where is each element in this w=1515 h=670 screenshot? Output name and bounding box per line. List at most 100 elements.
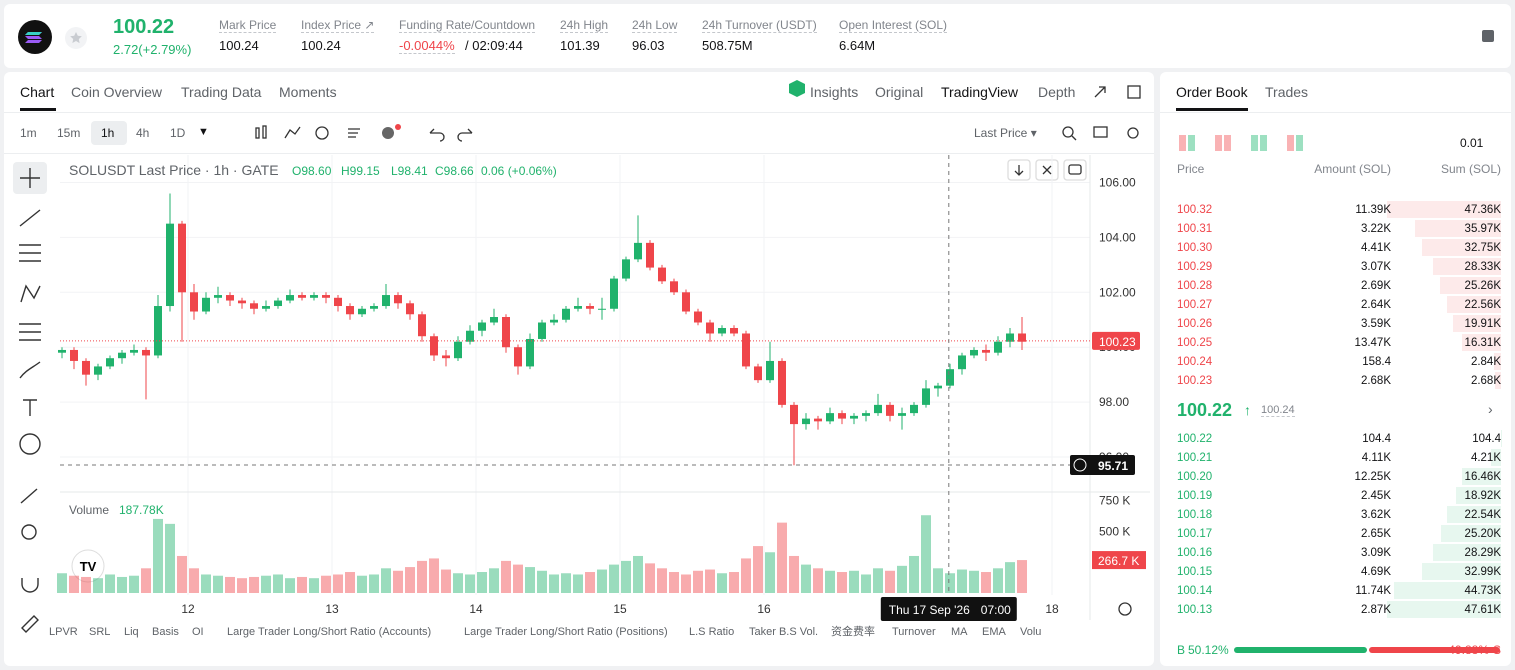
ob-amount: 3.59K bbox=[1360, 318, 1391, 330]
volume-bar bbox=[369, 574, 379, 593]
header: 100.22 2.72(+2.79%) Mark Price 100.24 Inde… bbox=[4, 4, 1511, 68]
volume-bar bbox=[897, 565, 907, 593]
ob-price: 100.21 bbox=[1177, 452, 1213, 464]
volume-bar bbox=[297, 576, 307, 593]
ob-price: 100.31 bbox=[1177, 223, 1213, 235]
candle-body bbox=[58, 349, 66, 353]
favorite-star[interactable] bbox=[64, 26, 88, 50]
depth-bar bbox=[1453, 315, 1501, 332]
indicator-tab: Turnover bbox=[892, 626, 936, 638]
candle-body bbox=[934, 385, 942, 389]
ob-tab[interactable]: Trades bbox=[1265, 84, 1309, 100]
ob-sum: 32.75K bbox=[1464, 242, 1501, 254]
y-tick-label: 104.00 bbox=[1099, 230, 1136, 244]
volume-bar bbox=[333, 574, 343, 593]
candle-body bbox=[82, 360, 90, 375]
volume-bar bbox=[945, 573, 955, 593]
candle-body bbox=[190, 292, 198, 312]
ai-icon bbox=[789, 80, 805, 97]
ohlc-value: O98.60 bbox=[292, 164, 332, 178]
candle-body bbox=[814, 418, 822, 422]
candle-body bbox=[346, 306, 354, 315]
candle-body bbox=[406, 303, 414, 315]
candle-body bbox=[754, 366, 762, 381]
interval[interactable]: 1h bbox=[101, 126, 115, 140]
candle-body bbox=[538, 322, 546, 339]
price-type[interactable]: Last Price ▾ bbox=[974, 126, 1037, 140]
book-icon[interactable] bbox=[1480, 28, 1496, 44]
ob-tab[interactable]: Order Book bbox=[1176, 84, 1248, 100]
volume-bar bbox=[321, 575, 331, 593]
volume-bar bbox=[477, 572, 487, 593]
candle-body bbox=[862, 413, 870, 416]
candle-body bbox=[658, 267, 666, 282]
candle-body bbox=[874, 404, 882, 414]
stat-value: 100.24 bbox=[219, 38, 259, 53]
chart-tab[interactable]: Trading Data bbox=[181, 84, 262, 100]
ob-price: 100.27 bbox=[1177, 299, 1213, 311]
stat-value: -0.0044% bbox=[399, 38, 455, 54]
ob-view-icon[interactable] bbox=[1215, 135, 1231, 151]
candle-body bbox=[778, 360, 786, 405]
candle-body bbox=[106, 358, 114, 367]
indicator-tab: Taker B.S Vol. bbox=[749, 626, 818, 638]
indicator-tab: EMA bbox=[982, 626, 1007, 638]
interval[interactable]: 1D bbox=[170, 126, 186, 140]
ob-price: 100.17 bbox=[1177, 528, 1213, 540]
view-tab[interactable]: Insights bbox=[810, 84, 859, 100]
ob-price: 100.19 bbox=[1177, 490, 1213, 502]
x-tick-label: 15 bbox=[613, 602, 627, 616]
volume-bar bbox=[957, 569, 967, 593]
ob-amount: 3.07K bbox=[1360, 261, 1391, 273]
view-tab[interactable]: Depth bbox=[1038, 84, 1076, 100]
depth-bar bbox=[1455, 487, 1501, 504]
volume-bar bbox=[861, 574, 871, 593]
candle-body bbox=[610, 278, 618, 309]
view-tab[interactable]: TradingView bbox=[941, 84, 1019, 100]
interval[interactable]: 15m bbox=[57, 126, 81, 140]
ob-sum: 2.68K bbox=[1470, 375, 1501, 387]
ob-view-icon[interactable] bbox=[1251, 135, 1267, 151]
candle-body bbox=[226, 295, 234, 301]
volume-bar bbox=[489, 568, 499, 593]
candle-body bbox=[1006, 333, 1014, 342]
chart-tab[interactable]: Chart bbox=[20, 84, 55, 100]
volume-bar bbox=[141, 568, 151, 593]
candle-body bbox=[982, 349, 990, 353]
candle-body bbox=[166, 223, 174, 307]
ob-view-icon[interactable] bbox=[1179, 135, 1195, 151]
depth-bar bbox=[1414, 220, 1501, 237]
candle-body bbox=[358, 308, 366, 315]
ob-amount: 3.09K bbox=[1360, 547, 1391, 559]
interval[interactable]: 4h bbox=[136, 126, 150, 140]
last-price-box bbox=[1092, 331, 1140, 350]
volume-bar bbox=[789, 555, 799, 593]
mid-price: 100.22 bbox=[1177, 400, 1233, 420]
mid-chevron[interactable]: › bbox=[1488, 401, 1493, 417]
candle-body bbox=[886, 404, 894, 416]
ob-price: 100.16 bbox=[1177, 547, 1213, 559]
ob-sum: 47.36K bbox=[1464, 204, 1501, 216]
stat-label: 24h Low bbox=[632, 18, 678, 33]
chart-tab[interactable]: Coin Overview bbox=[71, 84, 163, 100]
volume-bar bbox=[441, 569, 451, 593]
ob-sum: 16.46K bbox=[1464, 471, 1501, 483]
y-tick-label: 106.00 bbox=[1099, 175, 1136, 189]
x-tick-label: 14 bbox=[469, 602, 483, 616]
ob-view-icon[interactable] bbox=[1287, 135, 1303, 151]
depth-bar bbox=[1433, 544, 1501, 561]
chart-title: SOLUSDT Last Price · 1h · GATE bbox=[69, 162, 279, 178]
ob-price: 100.14 bbox=[1177, 585, 1213, 597]
interval[interactable]: 1m bbox=[20, 126, 37, 140]
candle-body bbox=[154, 306, 162, 356]
depth-bar bbox=[1461, 334, 1501, 351]
view-tab[interactable]: Original bbox=[875, 84, 924, 100]
depth-bar bbox=[1440, 277, 1501, 294]
interval-menu[interactable]: ▼ bbox=[198, 126, 209, 138]
chart-tab[interactable]: Moments bbox=[279, 84, 337, 100]
candle-body bbox=[70, 349, 78, 361]
volume-bar bbox=[57, 573, 67, 593]
sell-bar bbox=[1369, 647, 1500, 653]
precision[interactable]: 0.01 bbox=[1460, 136, 1484, 150]
depth-bar bbox=[1494, 353, 1501, 370]
